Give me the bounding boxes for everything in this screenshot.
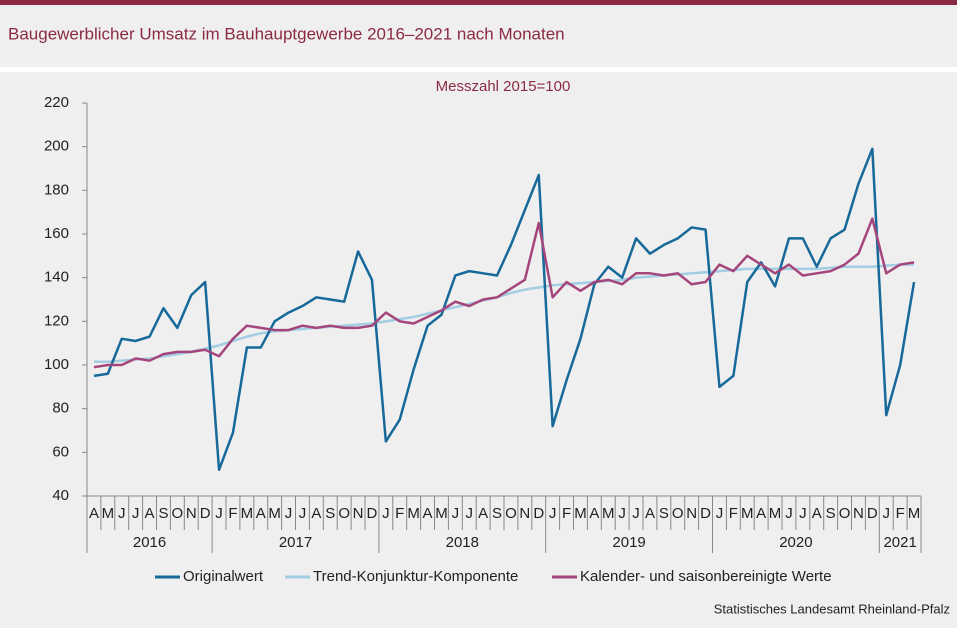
x-tick-label: F (729, 505, 738, 522)
x-tick-label: M (769, 505, 782, 522)
x-tick-label: M (102, 505, 115, 522)
y-tick-label: 200 (44, 138, 69, 155)
x-tick-label: N (186, 505, 197, 522)
chart-title: Baugewerblicher Umsatz im Bauhauptgewerb… (8, 24, 565, 43)
y-tick-label: 180 (44, 181, 69, 198)
year-label: 2021 (883, 534, 916, 551)
y-tick-label: 220 (44, 94, 69, 111)
x-tick-label: J (618, 505, 626, 522)
x-tick-label: M (908, 505, 921, 522)
x-tick-label: D (367, 505, 378, 522)
x-tick-label: J (785, 505, 793, 522)
x-tick-label: J (799, 505, 807, 522)
x-tick-label: J (632, 505, 640, 522)
x-tick-label: M (435, 505, 448, 522)
x-tick-label: N (686, 505, 697, 522)
separator (0, 67, 957, 72)
x-tick-label: J (452, 505, 460, 522)
x-tick-label: M (268, 505, 281, 522)
x-tick-label: J (118, 505, 126, 522)
y-tick-label: 120 (44, 312, 69, 329)
x-tick-label: J (382, 505, 390, 522)
x-tick-label: O (505, 505, 517, 522)
chart-subtitle: Messzahl 2015=100 (436, 78, 571, 95)
x-tick-label: S (158, 505, 168, 522)
x-tick-label: O (338, 505, 350, 522)
x-tick-label: N (353, 505, 364, 522)
x-tick-label: O (672, 505, 684, 522)
x-tick-label: N (853, 505, 864, 522)
x-tick-label: S (492, 505, 502, 522)
x-tick-label: A (256, 505, 266, 522)
x-tick-label: F (395, 505, 404, 522)
x-tick-label: M (241, 505, 254, 522)
x-tick-label: A (311, 505, 321, 522)
source: Statistisches Landesamt Rheinland-Pfalz (714, 601, 950, 616)
x-tick-label: J (466, 505, 474, 522)
x-tick-label: J (299, 505, 307, 522)
x-tick-label: A (756, 505, 766, 522)
y-tick-label: 60 (52, 443, 69, 460)
x-tick-label: N (519, 505, 530, 522)
year-label: 2017 (279, 534, 312, 551)
legend-label: Kalender- und saisonbereinigte Werte (580, 568, 832, 585)
year-label: 2019 (612, 534, 645, 551)
x-tick-label: F (896, 505, 905, 522)
y-tick-label: 40 (52, 487, 69, 504)
series-line (93, 217, 915, 369)
x-tick-label: D (200, 505, 211, 522)
x-tick-label: M (741, 505, 754, 522)
y-tick-label: 140 (44, 269, 69, 286)
x-tick-label: O (839, 505, 851, 522)
year-label: 2020 (779, 534, 812, 551)
series-line (93, 147, 916, 472)
x-tick-label: A (589, 505, 599, 522)
x-tick-label: J (215, 505, 223, 522)
x-tick-label: M (407, 505, 420, 522)
year-label: 2016 (133, 534, 166, 551)
y-tick-label: 80 (52, 400, 69, 417)
series-line (93, 263, 915, 363)
x-tick-label: J (549, 505, 557, 522)
x-tick-label: M (574, 505, 587, 522)
legend-label: Trend-Konjunktur-Komponente (313, 568, 518, 585)
x-tick-label: D (700, 505, 711, 522)
x-tick-label: J (132, 505, 140, 522)
x-tick-label: F (562, 505, 571, 522)
x-tick-label: A (478, 505, 488, 522)
x-tick-label: A (145, 505, 155, 522)
x-tick-label: O (172, 505, 184, 522)
x-tick-label: J (285, 505, 293, 522)
top-bar (0, 0, 957, 5)
x-tick-label: A (423, 505, 433, 522)
x-tick-label: S (826, 505, 836, 522)
x-tick-label: F (228, 505, 237, 522)
x-tick-label: A (812, 505, 822, 522)
x-tick-label: M (602, 505, 615, 522)
x-tick-label: D (533, 505, 544, 522)
y-tick-label: 160 (44, 225, 69, 242)
x-tick-label: J (883, 505, 891, 522)
x-tick-label: J (716, 505, 724, 522)
x-tick-label: S (659, 505, 669, 522)
legend-label: Originalwert (183, 568, 264, 585)
year-label: 2018 (446, 534, 479, 551)
x-tick-label: A (645, 505, 655, 522)
x-tick-label: S (325, 505, 335, 522)
x-tick-label: D (867, 505, 878, 522)
y-tick-label: 100 (44, 356, 69, 373)
x-tick-label: A (89, 505, 99, 522)
